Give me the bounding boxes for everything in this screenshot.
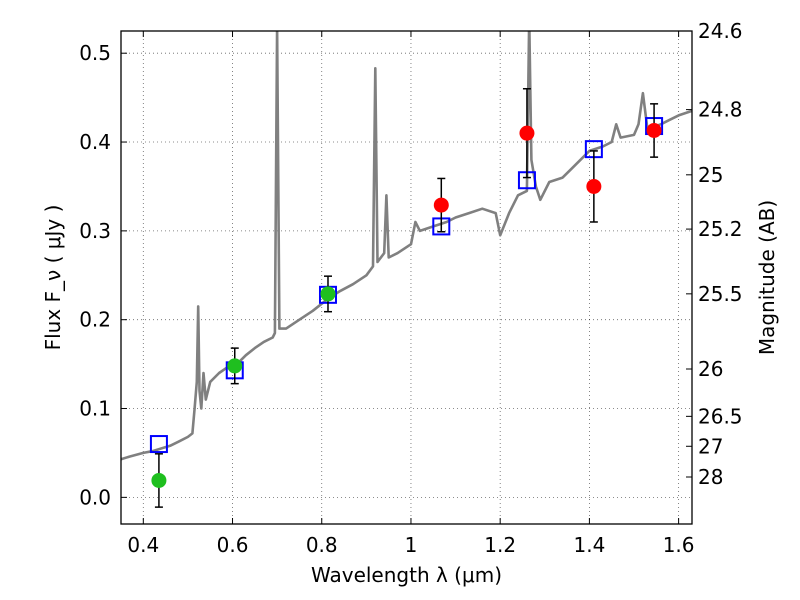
x-tick-label: 1.6 <box>663 533 695 557</box>
grid-layer <box>121 31 692 524</box>
mag-tick-label: 28 <box>698 465 723 489</box>
model-photometry-square <box>149 435 168 454</box>
y-tick-label: 0.2 <box>79 308 111 332</box>
mag-tick-label: 25.5 <box>698 282 743 306</box>
observed-flux-point <box>151 472 167 488</box>
y-axis-label: Flux F_ν ( μJy ) <box>41 205 65 351</box>
mag-tick-label: 25.2 <box>698 217 743 241</box>
x-tick-label: 1.4 <box>573 533 605 557</box>
plot-area <box>121 31 692 508</box>
x-tick-label: 1 <box>405 533 418 557</box>
x-tick-label: 0.4 <box>127 533 159 557</box>
mag-tick-label: 27 <box>698 434 723 458</box>
x-tick-label: 1.2 <box>484 533 516 557</box>
observed-flux-point <box>646 122 662 138</box>
observed-flux-point <box>320 286 336 302</box>
observed-flux-point <box>227 358 243 374</box>
mag-tick-label: 26 <box>698 357 723 381</box>
plot-frame <box>120 30 693 525</box>
y-tick-label: 0.5 <box>79 41 111 65</box>
x-axis-label: Wavelength λ (μm) <box>311 563 502 587</box>
mag-tick-label: 24.6 <box>698 19 743 43</box>
y-tick-label: 0.0 <box>79 485 111 509</box>
observed-flux-point <box>586 178 602 194</box>
y-tick-label: 0.1 <box>79 397 111 421</box>
ticks-layer: 0.4 0.6 0.8 1 1.2 1.4 1.6 0.0 0.1 0.2 0.3 0.4 0.5 24.… <box>79 19 742 557</box>
mag-tick-label: 25 <box>698 163 723 187</box>
observed-flux-point <box>519 125 535 141</box>
mag-tick-label: 24.8 <box>698 98 743 122</box>
mag-tick-label: 26.5 <box>698 404 743 428</box>
y-tick-label: 0.4 <box>79 130 111 154</box>
x-tick-label: 0.6 <box>217 533 249 557</box>
observed-flux-point <box>433 197 449 213</box>
right-y-axis-label: Magnitude (AB) <box>755 200 779 355</box>
x-tick-label: 0.8 <box>306 533 338 557</box>
sed-model-line <box>121 31 692 461</box>
y-tick-label: 0.3 <box>79 219 111 243</box>
